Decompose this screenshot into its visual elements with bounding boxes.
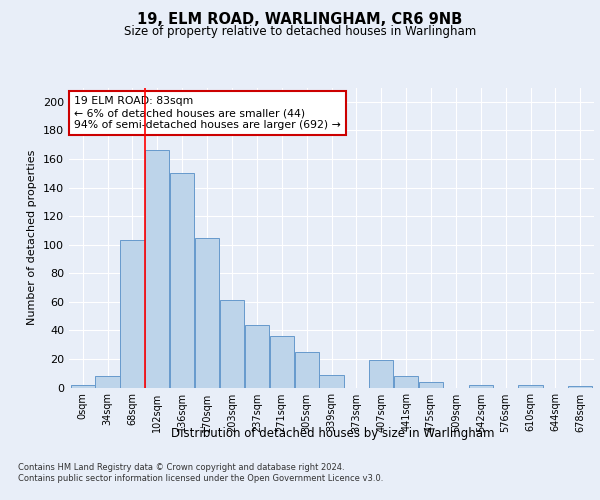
Bar xyxy=(369,360,394,388)
Bar xyxy=(121,240,145,388)
Bar xyxy=(95,376,119,388)
Text: Contains HM Land Registry data © Crown copyright and database right 2024.: Contains HM Land Registry data © Crown c… xyxy=(18,462,344,471)
Text: 19 ELM ROAD: 83sqm
← 6% of detached houses are smaller (44)
94% of semi-detached: 19 ELM ROAD: 83sqm ← 6% of detached hous… xyxy=(74,96,341,130)
Bar xyxy=(170,173,194,388)
Bar xyxy=(419,382,443,388)
Text: Contains public sector information licensed under the Open Government Licence v3: Contains public sector information licen… xyxy=(18,474,383,483)
Bar xyxy=(71,384,95,388)
Bar xyxy=(220,300,244,388)
Y-axis label: Number of detached properties: Number of detached properties xyxy=(28,150,37,325)
Bar xyxy=(394,376,418,388)
Bar xyxy=(319,374,344,388)
Text: Distribution of detached houses by size in Warlingham: Distribution of detached houses by size … xyxy=(171,428,495,440)
Bar xyxy=(469,384,493,388)
Bar xyxy=(568,386,592,388)
Bar xyxy=(518,384,542,388)
Bar xyxy=(145,150,169,388)
Bar xyxy=(295,352,319,388)
Text: Size of property relative to detached houses in Warlingham: Size of property relative to detached ho… xyxy=(124,25,476,38)
Bar xyxy=(245,324,269,388)
Text: 19, ELM ROAD, WARLINGHAM, CR6 9NB: 19, ELM ROAD, WARLINGHAM, CR6 9NB xyxy=(137,12,463,28)
Bar xyxy=(269,336,294,388)
Bar xyxy=(195,238,219,388)
